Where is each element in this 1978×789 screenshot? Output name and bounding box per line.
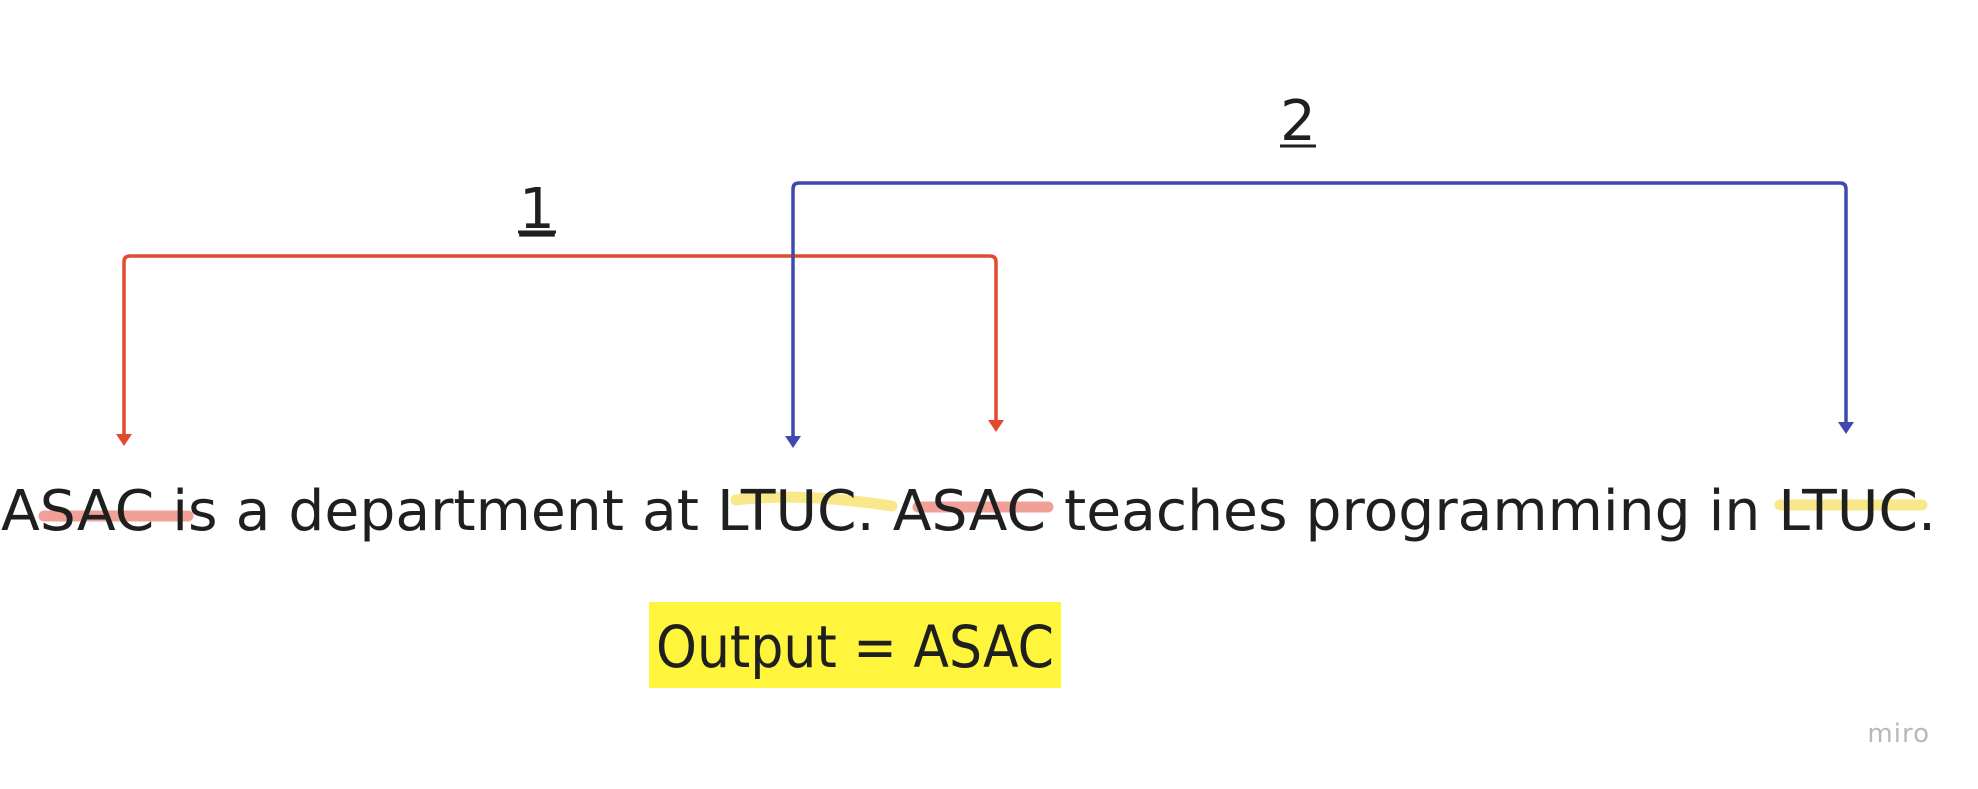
- sentence-segment-7: .: [1918, 479, 1936, 544]
- highlight-ltuc-1: [730, 491, 898, 512]
- sentence-segment-4-word-asac: ASAC: [893, 479, 1046, 544]
- sentence-segment-0-word-asac: ASAC: [1, 479, 154, 544]
- arrow-2-left-head: [785, 436, 801, 448]
- arrow-1-right-head: [988, 420, 1004, 432]
- arrow-1-left-head: [116, 434, 132, 446]
- miro-watermark: miro: [1867, 719, 1930, 749]
- arrow-1: 1: [116, 177, 1004, 446]
- highlight-layer: [38, 491, 1928, 522]
- sentence-segment-1: is a department at: [154, 479, 717, 544]
- output-box: Output = ASAC: [649, 602, 1061, 688]
- sentence-segment-6-word-ltuc: LTUC: [1778, 479, 1918, 544]
- arrow-1-connector: [122, 254, 998, 442]
- arrow-2-label: 2: [1280, 89, 1316, 154]
- arrow-2-right-head: [1838, 422, 1854, 434]
- output-text: Output = ASAC: [656, 613, 1054, 681]
- output-box-background: [649, 602, 1061, 688]
- sentence: ASAC is a department at LTUC. ASAC teach…: [1, 479, 1936, 544]
- arrow-2-connector: [791, 181, 1848, 444]
- sentence-segment-2-word-ltuc: LTUC: [717, 479, 857, 544]
- sentence-segment-3: .: [857, 479, 893, 544]
- sentence-segment-5: teaches programming in: [1046, 479, 1778, 544]
- arrow-2: 2: [785, 89, 1854, 448]
